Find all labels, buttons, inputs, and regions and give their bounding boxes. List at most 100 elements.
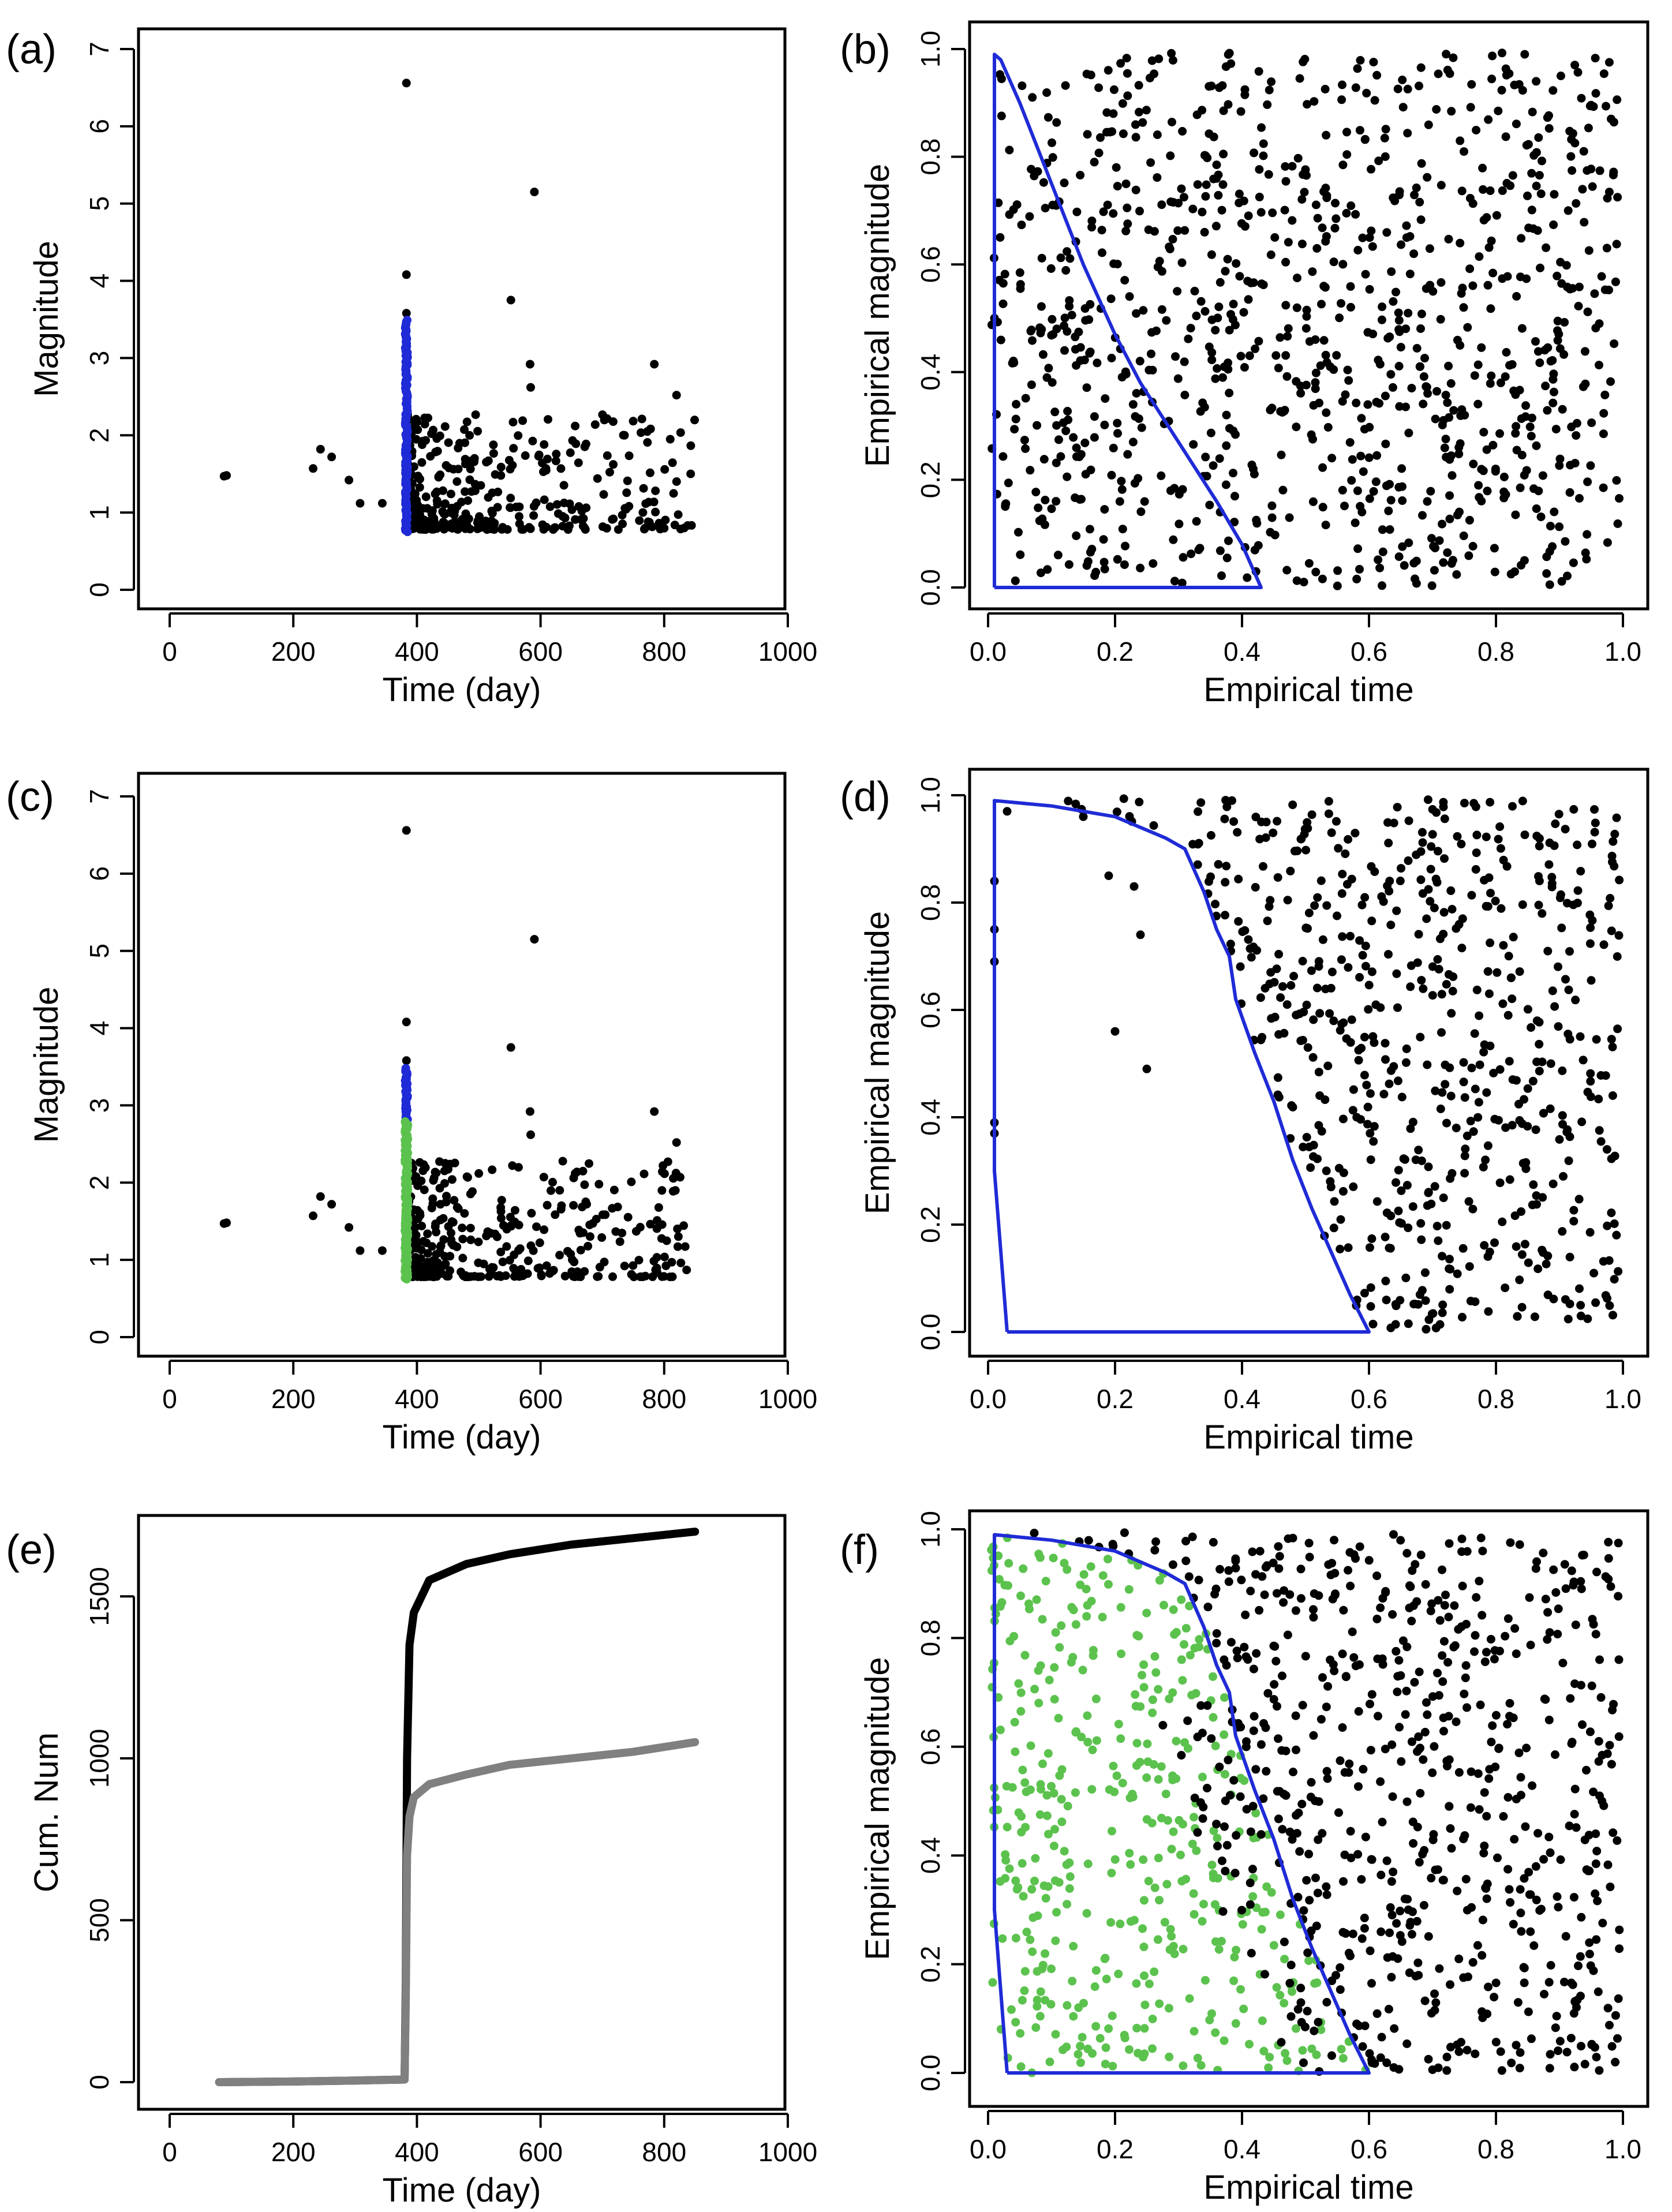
- data-point: [1138, 118, 1147, 127]
- data-point: [1548, 398, 1558, 407]
- green-data-point: [1177, 1595, 1186, 1604]
- data-point: [1205, 82, 1214, 91]
- data-point: [1327, 1559, 1337, 1568]
- data-point: [1423, 1060, 1432, 1069]
- data-point: [1322, 408, 1331, 417]
- data-point: [1484, 1774, 1494, 1783]
- data-point: [1338, 160, 1348, 170]
- data-point: [1251, 813, 1260, 822]
- data-point: [1367, 164, 1375, 174]
- data-point: [1546, 1961, 1555, 1970]
- data-point: [1309, 1612, 1318, 1622]
- aftershock-point: [432, 1169, 441, 1177]
- data-point: [1112, 163, 1121, 172]
- data-point: [1339, 1605, 1348, 1615]
- inside-black-point: [1242, 1805, 1251, 1814]
- green-data-point: [1214, 1945, 1224, 1954]
- data-point: [1397, 1186, 1406, 1195]
- green-data-point: [1198, 1772, 1207, 1781]
- aftershock-point: [496, 1248, 506, 1256]
- inside-black-point: [1183, 1716, 1192, 1726]
- data-point: [1484, 1982, 1493, 1992]
- data-point: [1322, 1702, 1331, 1712]
- data-point: [1123, 203, 1132, 212]
- data-point: [1112, 807, 1121, 817]
- data-point: [1394, 2065, 1404, 2074]
- data-point: [1438, 519, 1446, 529]
- data-point: [1108, 1540, 1117, 1549]
- data-point: [1144, 225, 1153, 234]
- data-point: [1131, 133, 1140, 142]
- data-point: [1570, 1679, 1579, 1689]
- x-tick-label: 200: [271, 637, 316, 667]
- data-point: [1267, 501, 1277, 510]
- data-point: [1098, 248, 1106, 257]
- data-point: [1539, 1548, 1548, 1558]
- green-data-point: [1057, 1795, 1066, 1804]
- green-data-point: [1143, 1757, 1153, 1766]
- data-point: [1538, 909, 1547, 918]
- data-point: [1473, 360, 1483, 369]
- data-point: [1444, 234, 1453, 244]
- data-point: [1196, 407, 1205, 416]
- data-point: [1302, 1133, 1311, 1142]
- data-point: [1337, 1019, 1346, 1028]
- data-point: [1329, 1016, 1338, 1025]
- data-point: [1483, 280, 1493, 290]
- data-point: [994, 198, 1003, 207]
- green-data-point: [1191, 1689, 1200, 1698]
- aftershock-point: [567, 505, 577, 514]
- data-point: [1546, 1848, 1555, 1857]
- data-point: [1059, 418, 1068, 427]
- data-point: [1423, 1710, 1432, 1719]
- data-point: [1274, 1814, 1283, 1824]
- aftershock-point: [651, 486, 660, 495]
- data-point: [1232, 259, 1241, 268]
- data-point: [1594, 1094, 1603, 1103]
- data-points: [987, 48, 1624, 590]
- data-point: [1549, 369, 1558, 379]
- data-point: [1379, 1090, 1389, 1099]
- data-point: [1360, 1289, 1369, 1298]
- data-point: [1396, 1931, 1405, 1940]
- green-data-point: [1067, 1658, 1076, 1667]
- green-data-point: [1280, 1955, 1289, 1964]
- green-data-point: [1338, 2054, 1348, 2063]
- data-point: [1461, 1661, 1471, 1670]
- data-point: [1258, 1572, 1267, 1581]
- data-point: [1123, 91, 1132, 100]
- data-point: [1460, 799, 1469, 808]
- aftershock-point: [467, 487, 476, 496]
- aftershock-point: [452, 477, 462, 486]
- data-point: [1416, 875, 1426, 884]
- data-point: [1335, 313, 1344, 323]
- data-point: [1423, 497, 1432, 506]
- green-data-point: [1050, 1663, 1059, 1672]
- data-point: [1513, 1312, 1522, 1321]
- data-point: [1387, 1973, 1396, 1982]
- data-point: [1280, 1028, 1289, 1038]
- data-point: [1486, 304, 1495, 313]
- data-point: [345, 1223, 354, 1232]
- data-point: [1604, 286, 1613, 294]
- green-data-point: [1209, 1672, 1217, 1681]
- data-point: [1615, 875, 1624, 885]
- aftershock-point: [415, 483, 424, 492]
- data-point: [1502, 348, 1511, 357]
- data-point: [1357, 414, 1366, 423]
- data-point: [1386, 920, 1396, 930]
- data-point: [1071, 332, 1080, 342]
- data-point: [1437, 181, 1446, 190]
- y-tick-label: 0.4: [915, 354, 945, 391]
- data-point: [1083, 130, 1092, 139]
- data-point: [1094, 83, 1104, 92]
- data-point: [1543, 1608, 1553, 1617]
- data-point: [1520, 471, 1529, 480]
- data-point: [1356, 451, 1366, 461]
- inside-black-point: [1224, 1756, 1233, 1765]
- data-point: [1117, 485, 1127, 494]
- aftershock-point: [676, 525, 685, 534]
- green-data-point: [1257, 1925, 1266, 1934]
- data-point: [1030, 171, 1039, 181]
- data-point: [1221, 796, 1230, 805]
